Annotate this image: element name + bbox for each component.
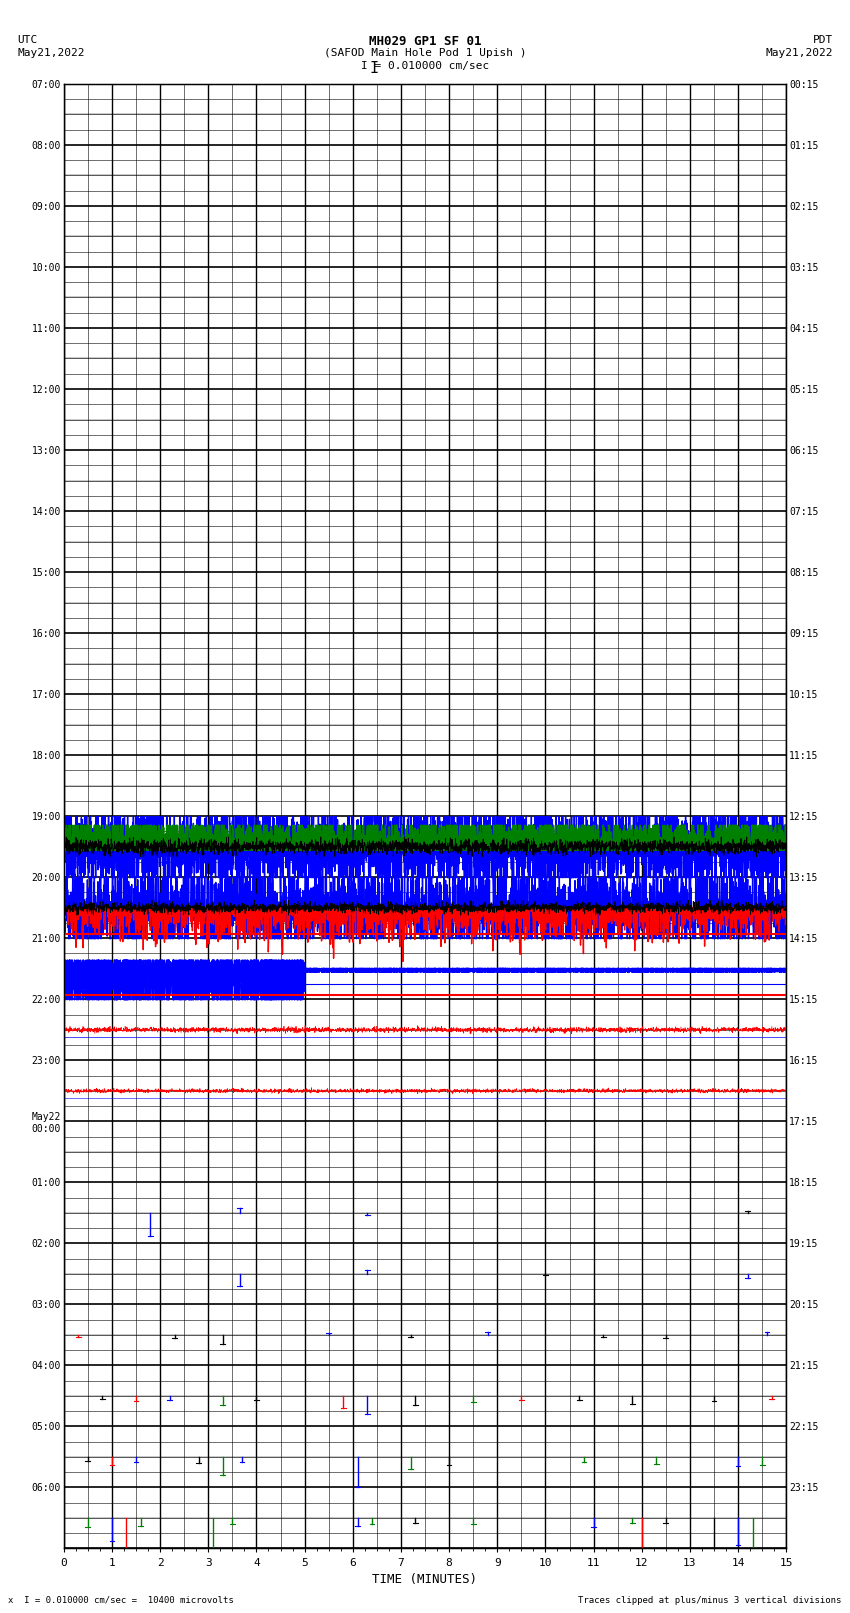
Text: PDT: PDT [813,35,833,45]
Text: UTC: UTC [17,35,37,45]
Text: May21,2022: May21,2022 [17,48,84,58]
Text: May21,2022: May21,2022 [766,48,833,58]
Text: x  I = 0.010000 cm/sec =  10400 microvolts: x I = 0.010000 cm/sec = 10400 microvolts [8,1595,235,1605]
Text: Traces clipped at plus/minus 3 vertical divisions: Traces clipped at plus/minus 3 vertical … [578,1595,842,1605]
Text: (SAFOD Main Hole Pod 1 Upish ): (SAFOD Main Hole Pod 1 Upish ) [324,48,526,58]
Text: I: I [370,61,378,76]
X-axis label: TIME (MINUTES): TIME (MINUTES) [372,1573,478,1586]
Text: MH029 GP1 SF 01: MH029 GP1 SF 01 [369,35,481,48]
Text: I = 0.010000 cm/sec: I = 0.010000 cm/sec [361,61,489,71]
